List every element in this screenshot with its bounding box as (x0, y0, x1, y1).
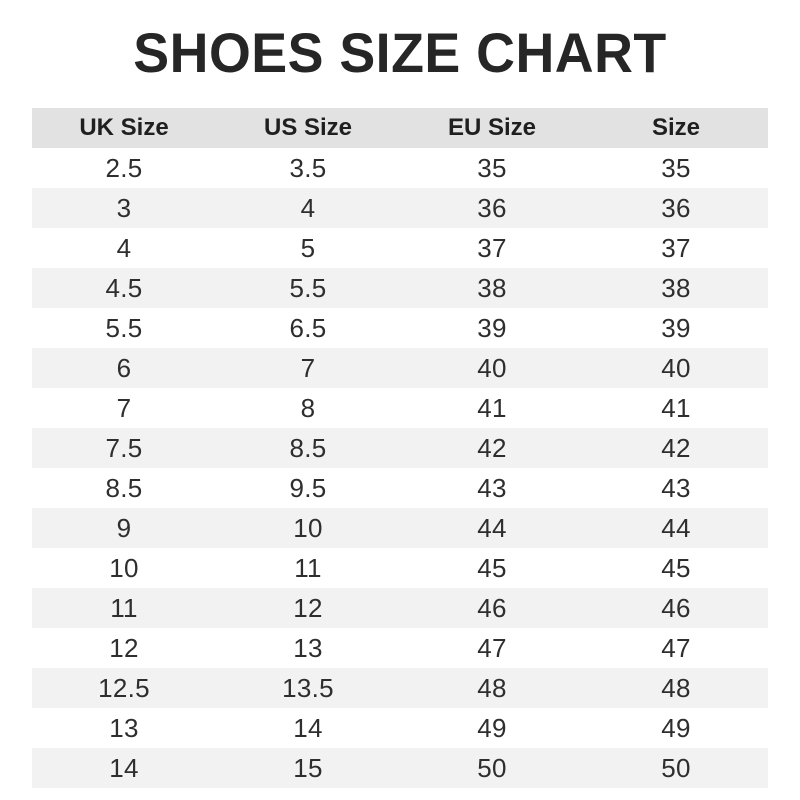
table-row: 7.5 8.5 42 42 (32, 428, 768, 468)
table-cell: 7.5 (105, 432, 143, 463)
table-cell: 44 (661, 512, 691, 543)
table-cell: 12 (109, 632, 139, 663)
table-cell: 11 (110, 592, 138, 623)
shoe-size-table: UK Size US Size EU Size Size 2.5 3.5 35 35 3 4 36… (32, 108, 768, 788)
table-cell: 7 (300, 352, 316, 383)
table-row: 2.5 3.5 35 35 (32, 148, 768, 188)
table-cell: 3 (116, 192, 132, 223)
column-header: EU Size (400, 108, 584, 148)
table-row: 5.5 6.5 39 39 (32, 308, 768, 348)
table-cell: 9.5 (289, 472, 327, 503)
table-cell: 35 (661, 152, 691, 183)
page-title: SHOES SIZE CHART (133, 21, 667, 84)
table-cell: 47 (477, 632, 507, 663)
table-cell: 13 (109, 712, 139, 743)
table-cell: 36 (661, 192, 691, 223)
column-header: US Size (216, 108, 400, 148)
table-cell: 48 (477, 672, 507, 703)
table-cell: 8 (300, 392, 316, 423)
header-row: UK Size US Size EU Size Size (32, 108, 768, 148)
table-row: 10 11 45 45 (32, 548, 768, 588)
table-cell: 14 (293, 712, 323, 743)
table-row: 7 8 41 41 (32, 388, 768, 428)
table-cell: 43 (661, 472, 691, 503)
table-cell: 38 (661, 272, 691, 303)
table-row: 6 7 40 40 (32, 348, 768, 388)
table-cell: 46 (477, 592, 507, 623)
table-cell: 5 (300, 232, 316, 263)
table-row: 3 4 36 36 (32, 188, 768, 228)
table-cell: 40 (477, 352, 507, 383)
table-cell: 4 (116, 232, 132, 263)
table-cell: 37 (477, 232, 507, 263)
table-cell: 35 (477, 152, 507, 183)
table-cell: 49 (661, 712, 691, 743)
table-cell: 4.5 (105, 272, 143, 303)
table-row: 9 10 44 44 (32, 508, 768, 548)
table-cell: 12.5 (98, 672, 150, 703)
table-cell: 11 (294, 552, 322, 583)
table-row: 11 12 46 46 (32, 588, 768, 628)
table-cell: 2.5 (105, 152, 143, 183)
table-cell: 37 (661, 232, 691, 263)
table-cell: 50 (661, 752, 691, 783)
table-row: 14 15 50 50 (32, 748, 768, 788)
table-cell: 50 (477, 752, 507, 783)
table-cell: 6.5 (289, 312, 327, 343)
table-cell: 13 (293, 632, 323, 663)
table-cell: 39 (477, 312, 507, 343)
table-cell: 38 (477, 272, 507, 303)
table-cell: 8.5 (105, 472, 143, 503)
table-cell: 14 (109, 752, 139, 783)
table-row: 4.5 5.5 38 38 (32, 268, 768, 308)
table-cell: 6 (116, 352, 132, 383)
table-cell: 9 (116, 512, 132, 543)
table-row: 12 13 47 47 (32, 628, 768, 668)
table-cell: 42 (661, 432, 691, 463)
table-cell: 5.5 (105, 312, 143, 343)
table-cell: 42 (477, 432, 507, 463)
table-cell: 4 (300, 192, 316, 223)
table-row: 4 5 37 37 (32, 228, 768, 268)
column-header: UK Size (32, 108, 216, 148)
table-header: UK Size US Size EU Size Size (32, 108, 768, 148)
table-cell: 10 (109, 552, 139, 583)
table-cell: 47 (661, 632, 691, 663)
table-row: 12.5 13.5 48 48 (32, 668, 768, 708)
table-cell: 41 (661, 392, 691, 423)
table-cell: 13.5 (282, 672, 334, 703)
table-cell: 39 (661, 312, 691, 343)
table-cell: 10 (293, 512, 323, 543)
table-cell: 45 (661, 552, 691, 583)
table-cell: 48 (661, 672, 691, 703)
table-cell: 36 (477, 192, 507, 223)
table-cell: 8.5 (289, 432, 327, 463)
table-cell: 12 (293, 592, 323, 623)
table-cell: 44 (477, 512, 507, 543)
table-cell: 41 (477, 392, 507, 423)
table-cell: 45 (477, 552, 507, 583)
table-cell: 40 (661, 352, 691, 383)
table-body: 2.5 3.5 35 35 3 4 36 36 4 5 37 37 4.5 5.5 38 38 5.5 6.5 39… (32, 148, 768, 788)
table-cell: 7 (116, 392, 132, 423)
table-row: 13 14 49 49 (32, 708, 768, 748)
table-cell: 3.5 (289, 152, 327, 183)
table-cell: 46 (661, 592, 691, 623)
table-cell: 5.5 (289, 272, 327, 303)
table-cell: 15 (293, 752, 323, 783)
table-row: 8.5 9.5 43 43 (32, 468, 768, 508)
table-cell: 49 (477, 712, 507, 743)
column-header: Size (584, 108, 768, 148)
table-cell: 43 (477, 472, 507, 503)
